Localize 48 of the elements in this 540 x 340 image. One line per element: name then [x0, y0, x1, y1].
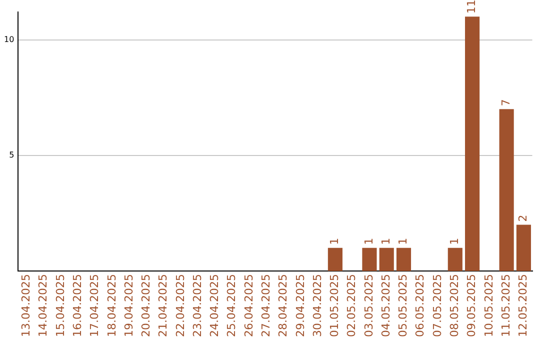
- bar: [328, 248, 342, 272]
- x-tick-label: 05.05.2025: [396, 274, 410, 338]
- bar: [379, 248, 394, 272]
- x-tick-label: 10.05.2025: [482, 274, 496, 338]
- x-tick-label: 04.05.2025: [379, 274, 392, 338]
- x-tick-label: 02.05.2025: [345, 274, 358, 338]
- data-label: 2: [516, 214, 530, 222]
- x-tick-label: 07.05.2025: [430, 274, 444, 338]
- bar: [465, 16, 480, 272]
- y-tick-label: 5: [9, 150, 14, 160]
- data-label: 11: [465, 0, 478, 14]
- x-tick-label: 25.04.2025: [225, 274, 238, 338]
- x-tick-label: 19.04.2025: [122, 274, 136, 338]
- data-label: 1: [396, 238, 410, 245]
- x-tick-label: 16.04.2025: [71, 274, 84, 338]
- x-tick-label: 29.04.2025: [294, 274, 307, 338]
- bar: [396, 248, 412, 272]
- x-tick-label: 28.04.2025: [276, 274, 290, 338]
- x-tick-label: 22.04.2025: [174, 274, 187, 338]
- data-label: 1: [362, 238, 376, 245]
- x-tick-label: 09.05.2025: [465, 274, 478, 338]
- x-tick-label: 23.04.2025: [190, 274, 204, 338]
- bar: [499, 109, 514, 272]
- x-tick-label: 30.04.2025: [310, 274, 324, 338]
- x-tick-label: 27.04.2025: [260, 274, 273, 338]
- y-tick-label: 10: [4, 34, 14, 44]
- x-tick-label: 01.05.2025: [328, 274, 342, 338]
- bar: [448, 248, 462, 272]
- x-tick-label: 14.04.2025: [36, 274, 50, 338]
- data-label: 7: [499, 99, 512, 106]
- x-tick-label: 11.05.2025: [499, 274, 512, 338]
- x-tick-label: 12.05.2025: [516, 274, 530, 338]
- x-tick-label: 24.04.2025: [208, 274, 222, 338]
- x-tick-label: 21.04.2025: [156, 274, 170, 338]
- x-tick-label: 20.04.2025: [140, 274, 153, 338]
- x-tick-label: 17.04.2025: [88, 274, 102, 338]
- x-tick-label: 15.04.2025: [54, 274, 67, 338]
- data-label: 1: [328, 238, 342, 245]
- data-label: 1: [448, 238, 462, 245]
- data-label: 1: [379, 238, 392, 245]
- x-tick-label: 06.05.2025: [414, 274, 427, 338]
- bar: [516, 224, 531, 272]
- bar: [362, 248, 377, 272]
- x-tick-label: 03.05.2025: [362, 274, 376, 338]
- x-tick-label: 08.05.2025: [448, 274, 462, 338]
- x-tick-label: 26.04.2025: [242, 274, 256, 338]
- x-tick-label: 18.04.2025: [105, 274, 118, 338]
- x-tick-label: 13.04.2025: [20, 274, 33, 338]
